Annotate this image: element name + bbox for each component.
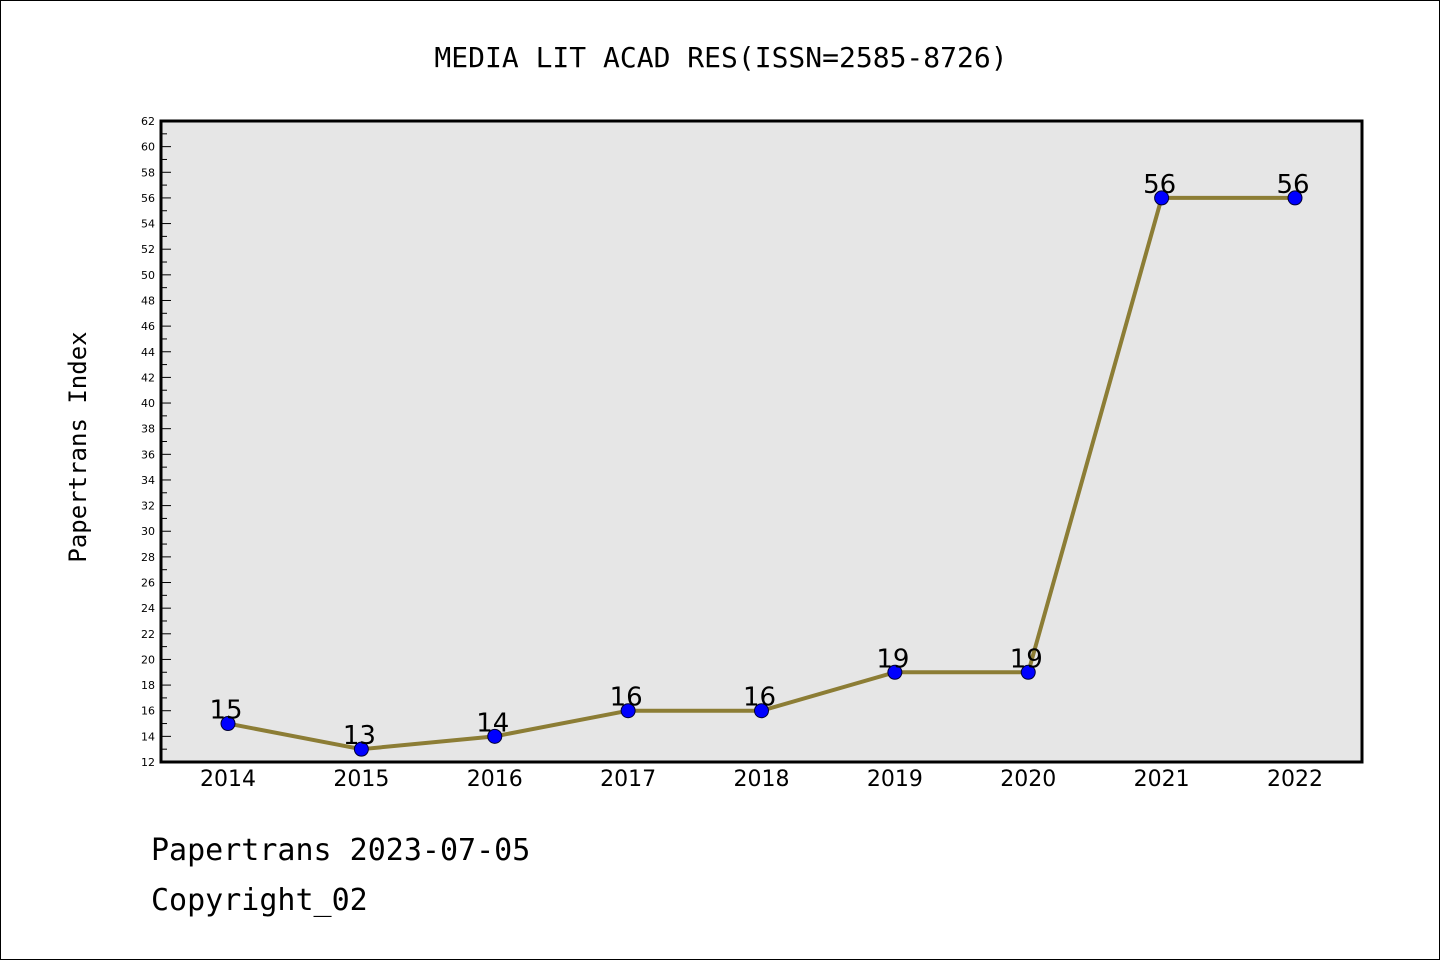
data-point-marker: [1020, 664, 1036, 680]
y-tick-label: 60: [141, 141, 155, 154]
y-tick-label: 28: [141, 551, 155, 564]
x-tick-label: 2022: [1267, 767, 1323, 792]
y-tick-label: 22: [141, 628, 155, 641]
y-tick-label: 52: [141, 243, 155, 256]
data-point-marker: [1154, 190, 1170, 206]
x-axis: 2014 2015 2016 2017 2018 2019 2020 2021 2022: [200, 767, 1323, 792]
data-label-group: 15 13 14 16 16 19 19 56 56: [209, 170, 1309, 751]
data-label: 14: [476, 708, 509, 738]
footer-copyright-text: Copyright_02: [151, 883, 368, 918]
x-tick-label: 2015: [333, 767, 389, 792]
data-point-marker: [754, 703, 769, 719]
x-tick-label: 2016: [467, 767, 523, 792]
x-tick-label: 2018: [734, 767, 790, 792]
x-tick-label: 2014: [200, 767, 256, 792]
y-tick-label: 50: [141, 269, 155, 282]
y-tick-label: 46: [141, 320, 155, 333]
data-label: 13: [343, 721, 376, 751]
data-point-marker: [620, 703, 636, 719]
y-tick-label: 34: [141, 474, 155, 487]
x-tick-label: 2020: [1000, 767, 1056, 792]
data-label: 19: [1010, 644, 1043, 674]
footer-date-text: Papertrans 2023-07-05: [151, 833, 531, 868]
data-point-marker: [220, 716, 236, 732]
y-tick-label: 62: [141, 115, 155, 128]
data-label: 56: [1143, 170, 1176, 200]
data-point-marker: [353, 741, 369, 757]
chart-title: MEDIA LIT ACAD RES(ISSN=2585-8726): [434, 41, 1007, 74]
y-tick-label: 48: [141, 294, 155, 307]
data-point-marker: [487, 728, 503, 744]
y-tick-label: 40: [141, 397, 155, 410]
marker-group: [220, 190, 1303, 757]
x-tick-label: 2017: [600, 767, 656, 792]
data-label: 16: [743, 683, 776, 713]
y-axis-label: Papertrans Index: [64, 331, 92, 562]
y-tick-label: 38: [141, 423, 155, 436]
plot-area: [161, 121, 1362, 762]
data-point-marker: [887, 664, 903, 680]
data-label: 56: [1276, 170, 1309, 200]
y-tick-label: 58: [141, 166, 155, 179]
data-label: 15: [209, 696, 242, 726]
y-tick-label: 12: [141, 756, 155, 769]
y-tick-label: 20: [141, 653, 155, 666]
y-tick-label: 26: [141, 577, 155, 590]
plot-border: [159, 119, 1364, 764]
y-tick-label: 44: [141, 346, 155, 359]
y-tick-label: 54: [141, 218, 155, 231]
y-tick-label: 16: [141, 705, 155, 718]
data-point-marker: [1287, 190, 1303, 206]
y-tick-label: 42: [141, 371, 155, 384]
x-tick-label: 2019: [867, 767, 923, 792]
data-label: 16: [610, 683, 643, 713]
y-tick-label: 24: [141, 602, 155, 615]
y-tick-label: 30: [141, 525, 155, 538]
y-axis: 12 14 16 18 20 22 24 26 28 30 32 34 36 38 40 42 44 46 48 50…: [141, 115, 171, 769]
y-tick-label: 18: [141, 679, 155, 692]
y-tick-label: 14: [141, 730, 155, 743]
y-tick-label: 36: [141, 448, 155, 461]
data-label: 19: [876, 644, 909, 674]
x-tick-label: 2021: [1134, 767, 1190, 792]
y-tick-label: 56: [141, 192, 155, 205]
y-tick-label: 32: [141, 500, 155, 513]
